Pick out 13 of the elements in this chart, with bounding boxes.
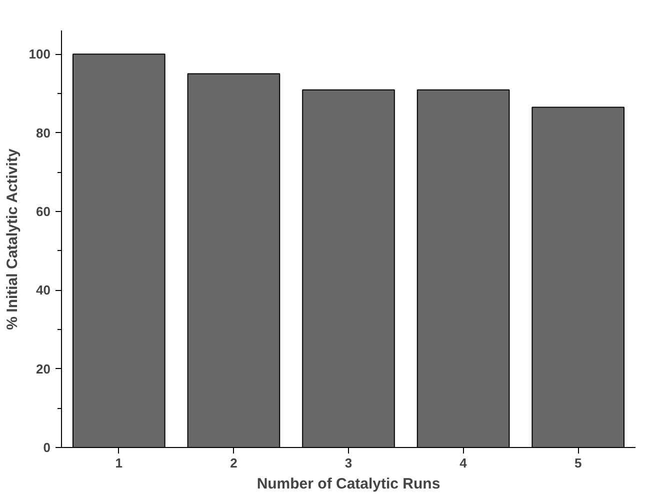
y-axis-title: % Initial Catalytic Activity: [4, 148, 21, 330]
x-tick-label: 2: [230, 456, 238, 470]
y-tick-label: 80: [36, 125, 51, 140]
x-tick-label: 1: [115, 456, 123, 470]
y-tick-label: 100: [28, 46, 51, 62]
x-tick-label: 3: [344, 456, 352, 470]
x-tick-label: 4: [460, 456, 468, 470]
y-tick-label: 0: [43, 440, 51, 455]
y-tick-label: 20: [36, 361, 51, 376]
x-axis-title: Number of Catalytic Runs: [256, 476, 440, 492]
y-tick-label: 40: [36, 282, 51, 298]
y-tick-label: 60: [36, 204, 51, 219]
x-tick-label: 5: [574, 456, 582, 470]
